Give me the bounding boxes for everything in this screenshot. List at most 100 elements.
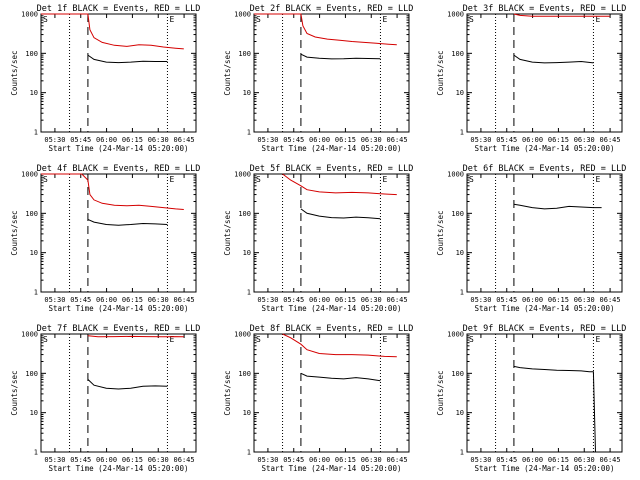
end-marker: E: [169, 15, 174, 24]
start-marker: S: [469, 175, 474, 184]
x-tick-label: 06:45: [387, 136, 408, 144]
series-line-2: [87, 379, 168, 390]
x-tick-label: 06:15: [548, 456, 569, 464]
x-tick-label: 05:30: [257, 296, 278, 304]
panel-title: Det 1f BLACK = Events, RED = LLD: [37, 4, 201, 14]
panel-1: Det 1f BLACK = Events, RED = LLD 1 10 100 10…: [10, 4, 200, 153]
y-tick-label: 1: [460, 289, 464, 297]
y-tick-label: 10: [243, 89, 251, 97]
y-tick-label: 1: [34, 129, 38, 137]
series-line-1: [513, 365, 596, 453]
series-line-1: [41, 13, 184, 50]
plot-frame: [466, 13, 623, 133]
y-tick-label: 1: [247, 449, 251, 457]
y-tick-label: 10: [456, 409, 464, 417]
y-tick-label: 1000: [21, 331, 38, 339]
x-tick-label: 05:45: [496, 296, 517, 304]
series-line-1: [87, 335, 184, 338]
panel-3: Det 3f BLACK = Events, RED = LLD 1 10 100 10…: [436, 4, 626, 153]
y-tick-label: 1000: [447, 171, 464, 179]
series-line-1: [513, 203, 602, 210]
y-tick-label: 1: [34, 449, 38, 457]
series-line-1: [282, 333, 397, 358]
y-axis-label: Counts/sec: [10, 370, 19, 415]
y-tick-label: 1: [460, 129, 464, 137]
x-axis-label: Start Time (24-Mar-14 05:20:00): [475, 464, 615, 473]
y-tick-label: 10: [243, 249, 251, 257]
y-tick-label: 1000: [447, 11, 464, 19]
x-tick-label: 06:30: [574, 456, 595, 464]
y-tick-label: 10: [456, 89, 464, 97]
x-tick-label: 06:15: [122, 296, 143, 304]
y-tick-label: 10: [30, 89, 38, 97]
x-tick-label: 05:30: [470, 456, 491, 464]
x-tick-label: 06:15: [122, 136, 143, 144]
x-tick-label: 05:30: [257, 136, 278, 144]
x-axis-label: Start Time (24-Mar-14 05:20:00): [49, 304, 189, 313]
panel-6: Det 6f BLACK = Events, RED = LLD 1 10 100 10…: [436, 164, 626, 313]
start-marker: S: [43, 15, 48, 24]
plot-frame: [40, 13, 197, 133]
y-tick-label: 100: [451, 210, 464, 218]
y-tick-label: 1000: [234, 331, 251, 339]
x-tick-label: 06:45: [387, 296, 408, 304]
panel-title: Det 3f BLACK = Events, RED = LLD: [463, 4, 627, 14]
x-tick-label: 06:30: [574, 136, 595, 144]
end-marker: E: [382, 15, 387, 24]
plot-frame: [40, 173, 197, 293]
panel-5: Det 5f BLACK = Events, RED = LLD 1 10 100 10…: [223, 164, 413, 313]
start-marker: S: [43, 175, 48, 184]
y-axis-label: Counts/sec: [10, 50, 19, 95]
x-tick-label: 05:45: [283, 296, 304, 304]
x-tick-label: 06:15: [335, 296, 356, 304]
series-line-2: [300, 208, 381, 220]
x-tick-label: 05:45: [70, 456, 91, 464]
y-axis-label: Counts/sec: [436, 50, 445, 95]
x-axis-label: Start Time (24-Mar-14 05:20:00): [475, 144, 615, 153]
x-tick-label: 06:00: [522, 456, 543, 464]
plot-frame: [40, 333, 197, 453]
x-tick-label: 06:00: [309, 296, 330, 304]
y-tick-label: 1000: [447, 331, 464, 339]
panel-title: Det 5f BLACK = Events, RED = LLD: [250, 164, 414, 174]
x-tick-label: 06:30: [148, 456, 169, 464]
plot-frame: [253, 13, 410, 133]
x-tick-label: 06:00: [96, 136, 117, 144]
y-tick-label: 1: [34, 289, 38, 297]
x-tick-label: 05:30: [470, 136, 491, 144]
start-marker: S: [256, 175, 261, 184]
y-axis-label: Counts/sec: [223, 370, 232, 415]
x-tick-label: 06:00: [309, 136, 330, 144]
x-axis-label: Start Time (24-Mar-14 05:20:00): [49, 144, 189, 153]
x-tick-label: 06:45: [600, 456, 621, 464]
y-axis-label: Counts/sec: [223, 50, 232, 95]
y-tick-label: 1: [247, 289, 251, 297]
end-marker: E: [169, 335, 174, 344]
y-tick-label: 100: [238, 210, 251, 218]
series-line-2: [513, 54, 594, 64]
x-tick-label: 06:00: [96, 456, 117, 464]
x-tick-label: 06:45: [387, 456, 408, 464]
x-tick-label: 06:30: [148, 136, 169, 144]
start-marker: S: [256, 335, 261, 344]
x-tick-label: 06:15: [122, 456, 143, 464]
x-tick-label: 05:45: [496, 136, 517, 144]
plot-frame: [253, 333, 410, 453]
start-marker: S: [43, 335, 48, 344]
series-line-1: [282, 173, 397, 196]
panel-title: Det 9f BLACK = Events, RED = LLD: [463, 324, 627, 334]
y-tick-label: 1000: [21, 11, 38, 19]
y-tick-label: 1000: [234, 171, 251, 179]
y-tick-label: 100: [25, 210, 38, 218]
panel-2: Det 2f BLACK = Events, RED = LLD 1 10 100 10…: [223, 4, 413, 153]
x-tick-label: 06:30: [361, 456, 382, 464]
panel-4: Det 4f BLACK = Events, RED = LLD 1 10 100 10…: [10, 164, 200, 313]
x-tick-label: 05:45: [70, 296, 91, 304]
x-tick-label: 05:30: [44, 456, 65, 464]
panel-7: Det 7f BLACK = Events, RED = LLD 1 10 100 10…: [10, 324, 200, 473]
y-tick-label: 100: [238, 370, 251, 378]
x-axis-label: Start Time (24-Mar-14 05:20:00): [262, 304, 402, 313]
series-line-1: [513, 13, 610, 17]
y-tick-label: 1: [460, 449, 464, 457]
